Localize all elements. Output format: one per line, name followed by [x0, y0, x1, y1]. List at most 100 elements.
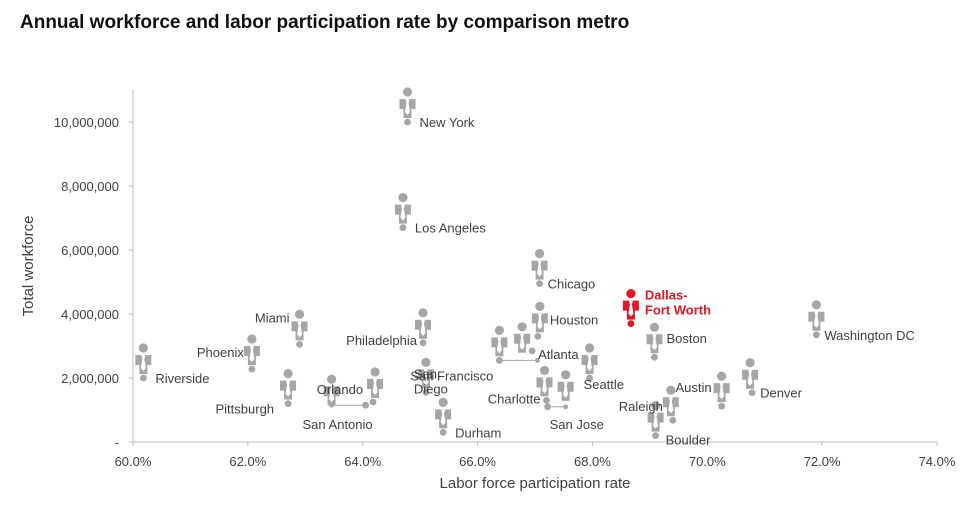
person-icon-head: [561, 370, 571, 380]
person-icon-tie: [297, 321, 303, 338]
person-icon-head: [294, 309, 305, 319]
person-icon-tie: [285, 380, 291, 397]
point-dot: [534, 333, 542, 340]
person-icon-tie: [668, 397, 674, 414]
point-label: Austin: [676, 380, 712, 395]
person-icon-tie: [813, 311, 819, 328]
point-label-line: Diego: [414, 381, 448, 396]
x-tick-label: 70.0%: [689, 454, 726, 469]
point-label: Miami: [255, 310, 290, 325]
person-icon-head: [421, 357, 431, 367]
point-dot: [543, 397, 550, 404]
axes: 60.0% 62.0% 64.0% 66.0% 68.0% 70.0% 72.0% 74.0%…: [54, 90, 956, 469]
point-dot: [669, 416, 677, 424]
point-pittsburgh: [280, 369, 297, 407]
person-icon-tie: [541, 377, 547, 394]
point-dot: [404, 118, 411, 126]
person-icon-head: [534, 249, 545, 259]
point-dot: [748, 389, 756, 397]
point-raleigh: [662, 385, 679, 424]
person-icon-head: [651, 401, 661, 411]
point-denver: [742, 358, 759, 397]
y-tick-label: 2,000,000: [61, 371, 119, 386]
person-icon-tie: [405, 99, 411, 115]
y-axis-label: Total workforce: [20, 216, 37, 317]
y-tick-label: 10,000,000: [54, 115, 119, 130]
point-label: San Jose: [550, 417, 604, 432]
point-dot: [813, 331, 820, 339]
y-tick-label: 4,000,000: [61, 307, 119, 322]
person-icon-head: [745, 358, 755, 368]
person-icon-tie: [747, 369, 753, 386]
point-san-diego: [417, 357, 434, 396]
person-icon-head: [418, 308, 428, 318]
chart-title: Annual workforce and labor participation…: [20, 12, 630, 33]
point-label: Riverside: [155, 371, 209, 386]
point-dot: [528, 347, 536, 355]
person-icon-head: [649, 322, 660, 332]
person-icon-head: [402, 87, 413, 97]
point-label: New York: [420, 115, 475, 130]
person-icon-tie: [653, 412, 659, 429]
point-label: San Francisco: [410, 368, 493, 383]
person-icon-head: [811, 300, 822, 310]
point-label: Raleigh: [619, 399, 663, 414]
person-icon-head: [584, 343, 595, 353]
point-washington-dc: [808, 300, 825, 339]
x-tick-label: 62.0%: [229, 454, 266, 469]
point-dot: [651, 353, 658, 361]
point-dot: [536, 280, 543, 287]
point-boston: [646, 322, 663, 361]
point-label: Durham: [455, 425, 501, 440]
person-icon-head: [666, 385, 676, 395]
person-icon-tie: [628, 300, 634, 317]
x-tick-label: 72.0%: [804, 454, 841, 469]
person-icon-tie: [496, 337, 502, 354]
y-tick-label: 6,000,000: [61, 243, 119, 258]
point-durham: [435, 397, 452, 436]
person-icon-tie: [249, 346, 255, 363]
person-icon-head: [626, 289, 636, 299]
point-label: San Antonio: [303, 417, 373, 432]
x-tick-label: 66.0%: [459, 454, 496, 469]
point-label: Seattle: [584, 377, 624, 392]
point-label: San Diego: [414, 366, 448, 396]
point-dot: [399, 224, 407, 232]
point-philadelphia: [415, 308, 432, 347]
person-icon-tie: [372, 379, 378, 395]
point-los-angeles: [394, 193, 411, 232]
point-dot: [369, 398, 377, 406]
point-label: Phoenix: [197, 345, 244, 360]
person-icon-tie: [537, 313, 543, 330]
person-icon-tie: [329, 386, 335, 403]
point-label-line: Fort Worth: [645, 303, 711, 318]
person-icon-tie: [719, 383, 725, 400]
point-label: Philadelphia: [346, 333, 418, 348]
person-icon-tie: [563, 381, 569, 398]
point-houston: [531, 301, 548, 340]
person-icon-head: [398, 193, 408, 203]
point-riverside: [135, 343, 152, 382]
person-icon-tie: [651, 334, 657, 351]
connector-dot: [534, 358, 540, 363]
point-chicago: [531, 249, 548, 287]
point-charlotte: [536, 365, 553, 404]
person-icon-tie: [423, 369, 429, 386]
point-dot: [439, 429, 447, 436]
x-tick-label: 68.0%: [574, 454, 611, 469]
person-icon-tie: [420, 319, 426, 336]
person-icon-tie: [537, 260, 543, 277]
point-san-jose: [544, 370, 574, 411]
person-icon-tie: [519, 333, 525, 350]
point-atlanta: [514, 322, 536, 355]
point-label-line: San: [414, 366, 437, 381]
point-dot: [586, 374, 593, 382]
point-label: Boston: [666, 331, 706, 346]
data-points: [135, 87, 825, 439]
point-dot: [495, 357, 503, 364]
point-label: Houston: [550, 312, 598, 327]
point-label: Denver: [760, 386, 803, 401]
point-dot: [248, 365, 256, 373]
point-labels: New York Los Angeles Chicago Dallas-Fort Wo…: [155, 115, 915, 448]
person-icon-tie: [140, 355, 146, 371]
